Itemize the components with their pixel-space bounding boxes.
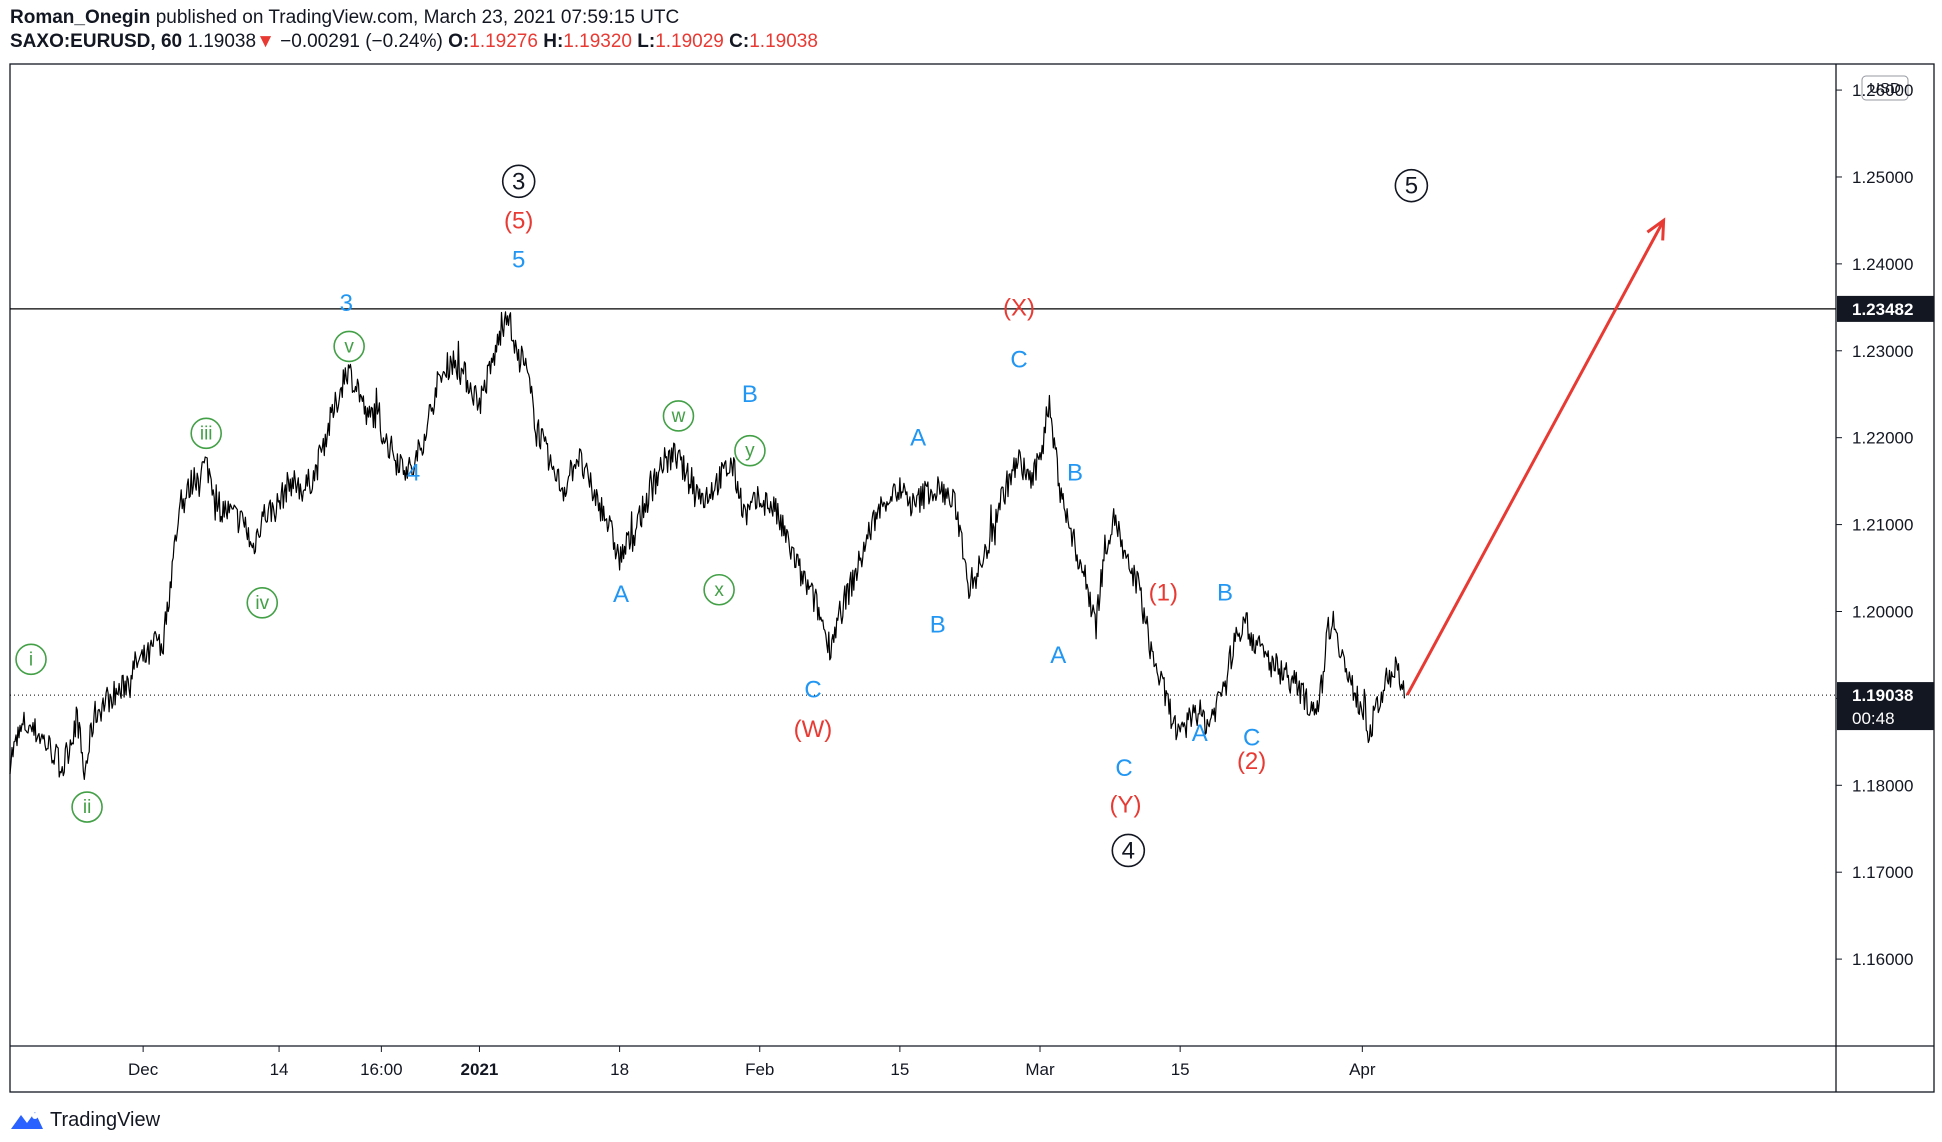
author-name[interactable]: Roman_Onegin (10, 7, 151, 28)
last-price: 1.19038 (187, 31, 257, 52)
time-tick-label: Apr (1349, 1060, 1376, 1079)
wave-label-circle (71, 791, 103, 823)
time-tick-label: 16:00 (360, 1060, 403, 1079)
wave-label-circle (15, 643, 47, 676)
wave-label-text: (2) (1237, 748, 1266, 775)
wave-label-text: A (1192, 720, 1208, 747)
wave-label-circle (246, 586, 279, 619)
wave-label-text: B (742, 381, 758, 408)
time-tick-label: 15 (890, 1060, 909, 1079)
wave-label-text: 3 (512, 168, 525, 195)
price-tick-label: 1.18000 (1852, 776, 1913, 795)
high-label: H: (543, 31, 564, 52)
open-label: O: (448, 31, 470, 52)
price-series-line (9, 311, 1405, 781)
time-tick-label: 2021 (461, 1060, 499, 1079)
wave-label-text: A (910, 425, 926, 452)
wave-label-circle (1111, 833, 1146, 868)
wave-label-circle (501, 164, 536, 199)
current-price-badge (1837, 682, 1934, 731)
plot-area[interactable] (9, 217, 1836, 781)
wave-label-circle (703, 573, 735, 606)
wave-label-text: x (714, 580, 724, 601)
bar-countdown-label: 00:48 (1852, 709, 1895, 728)
price-tick-label: 1.24000 (1852, 255, 1913, 274)
wave-label-text: (1) (1149, 579, 1178, 606)
wave-label-text: C (804, 677, 821, 704)
current-price-label: 1.19038 (1852, 686, 1913, 705)
wave-label-text: A (613, 581, 629, 608)
time-tick-label: Dec (128, 1060, 159, 1079)
wave-label-text: C (1010, 346, 1027, 373)
wave-label-text: (X) (1003, 294, 1035, 321)
time-tick-label: 18 (610, 1060, 629, 1079)
publish-info: Roman_Onegin published on TradingView.co… (10, 6, 679, 30)
wave-label-text: ii (83, 797, 91, 818)
wave-label-text: B (1217, 579, 1233, 606)
price-tick-label: 1.25000 (1852, 168, 1913, 187)
price-axis[interactable]: USD1.160001.170001.180001.190001.200001.… (1836, 75, 1934, 969)
wave-label-text: 5 (1405, 173, 1418, 200)
wave-label-circle (333, 330, 365, 363)
wave-label-text: w (671, 406, 686, 427)
time-axis[interactable]: Dec 14 16:00 2021 18 Feb 15 Mar 15 Apr (128, 1046, 1376, 1079)
wave-label-text: (Y) (1109, 791, 1141, 818)
symbol-info: SAXO:EURUSD, 60 1.19038▼ −0.00291 (−0.24… (10, 30, 818, 54)
close-value: 1.19038 (749, 31, 818, 52)
wave-label-text: B (1067, 459, 1083, 486)
time-tick-label: Mar (1025, 1060, 1055, 1079)
high-value: 1.19320 (563, 31, 632, 52)
wave-label-text: iii (200, 423, 213, 444)
price-tick-label: 1.22000 (1852, 429, 1913, 448)
wave-label-text: C (1115, 755, 1132, 782)
wave-labels: iiiiiiivv343(5)5AwxyBC(W)AB(X)CBAC(Y)4(1… (15, 164, 1429, 868)
tradingview-logo-icon[interactable] (10, 1109, 44, 1131)
currency-label: USD (1869, 80, 1901, 97)
wave-label-text: 5 (512, 247, 525, 274)
price-tick-label: 1.23000 (1852, 342, 1913, 361)
projection-arrow-head-icon (1646, 217, 1666, 241)
price-tick-label: 1.21000 (1852, 516, 1913, 535)
time-tick-label: Feb (745, 1060, 774, 1079)
currency-badge[interactable] (1861, 75, 1909, 101)
wave-label-text: iv (255, 593, 269, 614)
low-value: 1.19029 (655, 31, 724, 52)
price-tick-label: 1.20000 (1852, 602, 1913, 621)
level-price-badge (1837, 295, 1934, 322)
price-tick-label: 1.16000 (1852, 950, 1913, 969)
published-text: published on TradingView.com, March 23, … (155, 7, 680, 28)
wave-label-text: y (745, 441, 755, 462)
open-value: 1.19276 (469, 31, 538, 52)
wave-label-text: v (344, 336, 354, 357)
price-change: −0.00291 (−0.24%) (280, 31, 443, 52)
level-price-label: 1.23482 (1852, 300, 1913, 319)
wave-label-text: 4 (1122, 837, 1135, 864)
down-arrow-icon: ▼ (256, 31, 275, 52)
footer: TradingView (10, 1107, 160, 1133)
wave-label-circle (734, 434, 766, 467)
wave-label-text: (5) (504, 207, 533, 234)
wave-label-text: 3 (340, 290, 353, 317)
price-tick-label: 1.26000 (1852, 81, 1913, 100)
wave-label-text: C (1243, 724, 1260, 751)
price-tick-label: 1.17000 (1852, 863, 1913, 882)
wave-label-text: 4 (407, 459, 420, 486)
chart-frame (9, 63, 1935, 1093)
wave-label-circle (662, 400, 695, 432)
wave-label-circle (1394, 168, 1429, 203)
wave-label-text: (W) (794, 716, 833, 743)
wave-label-text: i (29, 649, 33, 670)
projection-arrow-line[interactable] (1405, 219, 1665, 696)
time-tick-label: 15 (1171, 1060, 1190, 1079)
symbol-label: SAXO:EURUSD, 60 (10, 31, 183, 52)
wave-label-circle (190, 417, 222, 450)
brand-name[interactable]: TradingView (50, 1109, 161, 1131)
close-label: C: (729, 31, 750, 52)
time-tick-label: 14 (270, 1060, 289, 1079)
wave-label-text: B (930, 612, 946, 639)
low-label: L: (637, 31, 656, 52)
wave-label-text: A (1050, 642, 1066, 669)
